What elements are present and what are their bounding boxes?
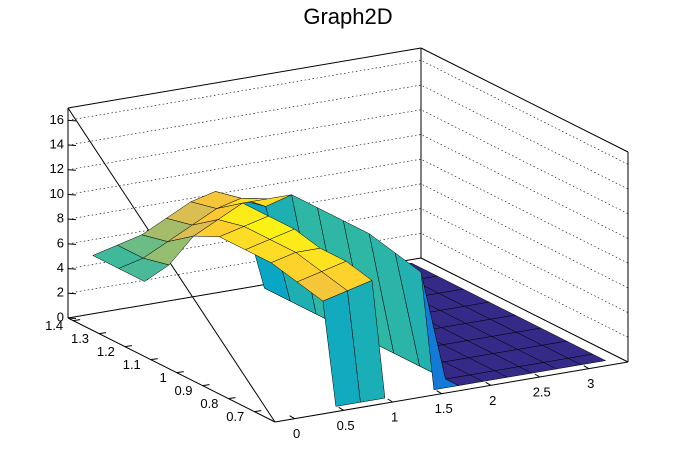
- x-tick: [436, 390, 442, 395]
- grid-line: [67, 183, 629, 289]
- x-tick-label: 0: [293, 426, 300, 441]
- z-tick: [67, 119, 77, 122]
- z-tick-label: 2: [57, 285, 64, 300]
- z-tick-label: 16: [50, 112, 64, 127]
- box-edge: [67, 47, 422, 109]
- x-tick: [534, 373, 541, 378]
- y-tick: [176, 371, 184, 374]
- grid-line: [67, 208, 629, 313]
- y-tick: [202, 384, 210, 387]
- surface-cell: [322, 290, 361, 407]
- y-tick: [254, 410, 262, 413]
- z-tick-label: 6: [57, 235, 64, 250]
- y-tick-label: 0.8: [200, 396, 218, 411]
- y-tick-label: 1: [159, 370, 166, 385]
- y-tick: [98, 332, 107, 335]
- grid-line: [67, 60, 629, 165]
- y-tick: [124, 345, 132, 348]
- x-tick-label: 3: [587, 376, 594, 391]
- y-tick-label: 0.7: [226, 409, 244, 424]
- z-tick: [67, 169, 77, 171]
- surface-cell: [118, 257, 170, 282]
- grid-line: [67, 84, 629, 190]
- z-tick: [67, 243, 77, 245]
- z-tick-label: 0: [57, 309, 64, 324]
- x-tick-label: 2: [489, 393, 496, 408]
- z-tick: [67, 218, 77, 221]
- chart-title: Graph2D: [303, 4, 392, 29]
- x-tick-label: 1.5: [435, 401, 453, 416]
- y-tick-label: 1.1: [123, 357, 141, 372]
- z-tick-label: 14: [50, 136, 64, 151]
- grid-line: [67, 109, 629, 215]
- z-tick: [67, 317, 77, 319]
- x-tick: [485, 381, 491, 386]
- surface-cell: [420, 272, 460, 391]
- grid-line: [67, 158, 629, 264]
- z-tick: [67, 144, 77, 147]
- box-edge: [67, 107, 276, 423]
- y-tick: [228, 397, 236, 400]
- y-tick-label: 1.3: [71, 331, 89, 346]
- x-tick-label: 2.5: [533, 384, 551, 399]
- y-tick-label: 1.2: [97, 344, 115, 359]
- z-tick-label: 4: [57, 260, 64, 275]
- box-edge: [420, 47, 629, 153]
- y-tick-label: 1.4: [45, 318, 63, 333]
- box-edge: [274, 361, 629, 423]
- grid-line: [67, 134, 629, 239]
- z-tick: [67, 193, 77, 196]
- x-tick-label: 0.5: [337, 418, 355, 433]
- y-tick: [73, 319, 81, 322]
- z-tick: [67, 268, 77, 270]
- grid-line: [67, 232, 629, 338]
- x-tick: [583, 365, 590, 370]
- y-tick-label: 0.9: [174, 383, 192, 398]
- z-tick-label: 8: [57, 211, 64, 226]
- z-tick: [67, 292, 77, 295]
- z-tick-label: 10: [50, 186, 64, 201]
- grid-line: [67, 257, 629, 363]
- z-tick-label: 12: [50, 161, 64, 176]
- x-tick-label: 1: [391, 409, 398, 424]
- box-edge: [67, 317, 276, 423]
- x-tick: [387, 398, 393, 403]
- x-tick: [289, 415, 295, 420]
- x-tick: [338, 406, 344, 411]
- y-tick: [150, 358, 158, 361]
